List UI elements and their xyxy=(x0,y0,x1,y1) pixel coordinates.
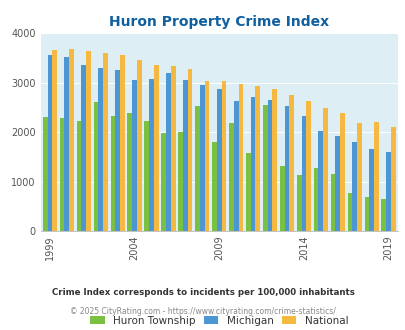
Bar xyxy=(221,81,226,231)
Bar xyxy=(103,53,108,231)
Bar xyxy=(204,81,209,231)
Legend: Huron Township, Michigan, National: Huron Township, Michigan, National xyxy=(85,312,352,330)
Bar xyxy=(132,80,136,231)
Bar xyxy=(233,101,238,231)
Bar xyxy=(305,101,310,231)
Text: © 2025 CityRating.com - https://www.cityrating.com/crime-statistics/: © 2025 CityRating.com - https://www.city… xyxy=(70,307,335,316)
Bar xyxy=(313,168,318,231)
Bar xyxy=(43,117,47,231)
Bar xyxy=(171,66,175,231)
Bar xyxy=(330,174,335,231)
Bar xyxy=(81,65,86,231)
Bar xyxy=(284,106,289,231)
Bar xyxy=(352,142,356,231)
Bar xyxy=(64,57,69,231)
Bar xyxy=(318,131,322,231)
Bar xyxy=(356,123,361,231)
Bar xyxy=(267,100,272,231)
Bar xyxy=(144,121,149,231)
Bar xyxy=(211,142,216,231)
Title: Huron Property Crime Index: Huron Property Crime Index xyxy=(109,15,328,29)
Bar xyxy=(301,116,305,231)
Bar xyxy=(245,153,250,231)
Bar xyxy=(250,97,255,231)
Bar xyxy=(127,113,132,231)
Bar xyxy=(178,132,183,231)
Bar xyxy=(390,127,395,231)
Bar xyxy=(216,89,221,231)
Bar xyxy=(187,69,192,231)
Bar xyxy=(161,134,166,231)
Bar xyxy=(279,166,284,231)
Bar xyxy=(149,79,153,231)
Bar xyxy=(296,175,301,231)
Bar xyxy=(195,106,199,231)
Bar xyxy=(86,51,91,231)
Bar xyxy=(52,50,57,231)
Bar xyxy=(272,89,277,231)
Bar xyxy=(69,49,74,231)
Bar xyxy=(289,95,293,231)
Bar xyxy=(335,136,339,231)
Bar xyxy=(98,68,103,231)
Bar xyxy=(339,113,344,231)
Bar xyxy=(199,85,204,231)
Bar xyxy=(77,121,81,231)
Bar xyxy=(373,122,378,231)
Text: Crime Index corresponds to incidents per 100,000 inhabitants: Crime Index corresponds to incidents per… xyxy=(51,287,354,297)
Bar xyxy=(364,197,369,231)
Bar xyxy=(381,199,385,231)
Bar xyxy=(47,55,52,231)
Bar xyxy=(369,149,373,231)
Bar xyxy=(385,152,390,231)
Bar xyxy=(347,193,352,231)
Bar xyxy=(153,65,158,231)
Bar xyxy=(238,84,243,231)
Bar xyxy=(120,55,124,231)
Bar xyxy=(255,86,260,231)
Bar xyxy=(322,108,327,231)
Bar xyxy=(110,116,115,231)
Bar xyxy=(166,73,171,231)
Bar xyxy=(262,105,267,231)
Bar xyxy=(60,118,64,231)
Bar xyxy=(115,70,120,231)
Bar xyxy=(136,60,141,231)
Bar xyxy=(94,102,98,231)
Bar xyxy=(228,123,233,231)
Bar xyxy=(183,80,187,231)
